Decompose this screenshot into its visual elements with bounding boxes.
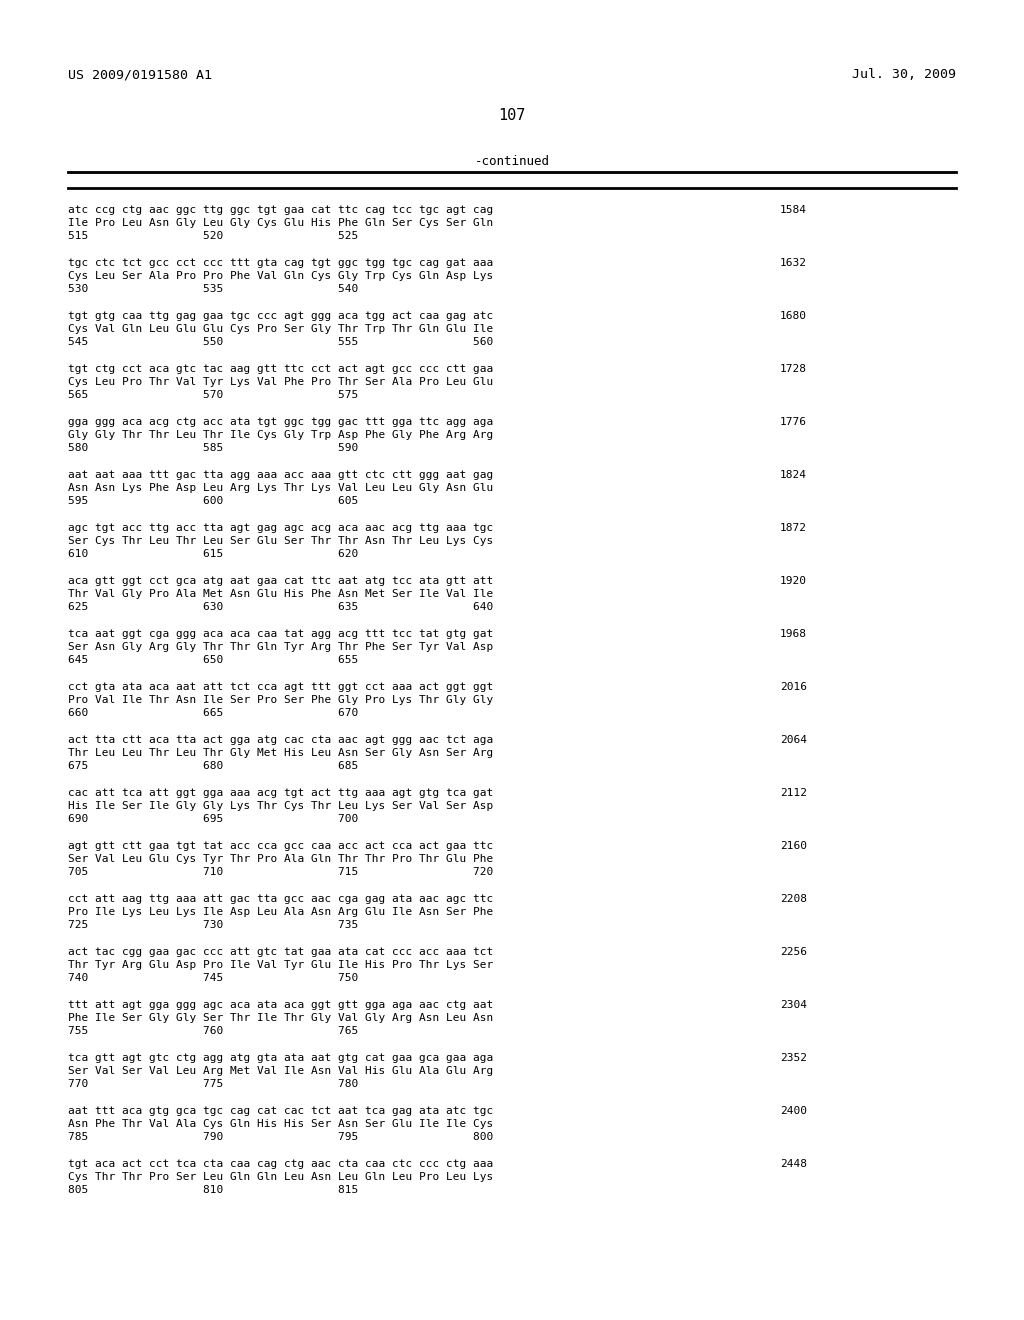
Text: Cys Thr Thr Pro Ser Leu Gln Gln Leu Asn Leu Gln Leu Pro Leu Lys: Cys Thr Thr Pro Ser Leu Gln Gln Leu Asn … — [68, 1172, 494, 1181]
Text: act tac cgg gaa gac ccc att gtc tat gaa ata cat ccc acc aaa tct: act tac cgg gaa gac ccc att gtc tat gaa … — [68, 946, 494, 957]
Text: 740                 745                 750: 740 745 750 — [68, 973, 358, 983]
Text: 545                 550                 555                 560: 545 550 555 560 — [68, 337, 494, 347]
Text: Ser Asn Gly Arg Gly Thr Thr Gln Tyr Arg Thr Phe Ser Tyr Val Asp: Ser Asn Gly Arg Gly Thr Thr Gln Tyr Arg … — [68, 642, 494, 652]
Text: Pro Val Ile Thr Asn Ile Ser Pro Ser Phe Gly Pro Lys Thr Gly Gly: Pro Val Ile Thr Asn Ile Ser Pro Ser Phe … — [68, 696, 494, 705]
Text: 1632: 1632 — [780, 257, 807, 268]
Text: 770                 775                 780: 770 775 780 — [68, 1078, 358, 1089]
Text: aca gtt ggt cct gca atg aat gaa cat ttc aat atg tcc ata gtt att: aca gtt ggt cct gca atg aat gaa cat ttc … — [68, 576, 494, 586]
Text: tca gtt agt gtc ctg agg atg gta ata aat gtg cat gaa gca gaa aga: tca gtt agt gtc ctg agg atg gta ata aat … — [68, 1053, 494, 1063]
Text: 565                 570                 575: 565 570 575 — [68, 389, 358, 400]
Text: agt gtt ctt gaa tgt tat acc cca gcc caa acc act cca act gaa ttc: agt gtt ctt gaa tgt tat acc cca gcc caa … — [68, 841, 494, 851]
Text: 515                 520                 525: 515 520 525 — [68, 231, 358, 242]
Text: 2064: 2064 — [780, 735, 807, 744]
Text: Ser Cys Thr Leu Thr Leu Ser Glu Ser Thr Thr Asn Thr Leu Lys Cys: Ser Cys Thr Leu Thr Leu Ser Glu Ser Thr … — [68, 536, 494, 546]
Text: 530                 535                 540: 530 535 540 — [68, 284, 358, 294]
Text: Cys Leu Ser Ala Pro Pro Phe Val Gln Cys Gly Trp Cys Gln Asp Lys: Cys Leu Ser Ala Pro Pro Phe Val Gln Cys … — [68, 271, 494, 281]
Text: Thr Val Gly Pro Ala Met Asn Glu His Phe Asn Met Ser Ile Val Ile: Thr Val Gly Pro Ala Met Asn Glu His Phe … — [68, 589, 494, 599]
Text: Ile Pro Leu Asn Gly Leu Gly Cys Glu His Phe Gln Ser Cys Ser Gln: Ile Pro Leu Asn Gly Leu Gly Cys Glu His … — [68, 218, 494, 228]
Text: Phe Ile Ser Gly Gly Ser Thr Ile Thr Gly Val Gly Arg Asn Leu Asn: Phe Ile Ser Gly Gly Ser Thr Ile Thr Gly … — [68, 1012, 494, 1023]
Text: 2016: 2016 — [780, 682, 807, 692]
Text: Jul. 30, 2009: Jul. 30, 2009 — [852, 69, 956, 81]
Text: Thr Tyr Arg Glu Asp Pro Ile Val Tyr Glu Ile His Pro Thr Lys Ser: Thr Tyr Arg Glu Asp Pro Ile Val Tyr Glu … — [68, 960, 494, 970]
Text: 2160: 2160 — [780, 841, 807, 851]
Text: aat aat aaa ttt gac tta agg aaa acc aaa gtt ctc ctt ggg aat gag: aat aat aaa ttt gac tta agg aaa acc aaa … — [68, 470, 494, 480]
Text: tgc ctc tct gcc cct ccc ttt gta cag tgt ggc tgg tgc cag gat aaa: tgc ctc tct gcc cct ccc ttt gta cag tgt … — [68, 257, 494, 268]
Text: cct gta ata aca aat att tct cca agt ttt ggt cct aaa act ggt ggt: cct gta ata aca aat att tct cca agt ttt … — [68, 682, 494, 692]
Text: 2256: 2256 — [780, 946, 807, 957]
Text: 2208: 2208 — [780, 894, 807, 904]
Text: 690                 695                 700: 690 695 700 — [68, 814, 358, 824]
Text: ttt att agt gga ggg agc aca ata aca ggt gtt gga aga aac ctg aat: ttt att agt gga ggg agc aca ata aca ggt … — [68, 1001, 494, 1010]
Text: 785                 790                 795                 800: 785 790 795 800 — [68, 1133, 494, 1142]
Text: 2448: 2448 — [780, 1159, 807, 1170]
Text: 675                 680                 685: 675 680 685 — [68, 762, 358, 771]
Text: gga ggg aca acg ctg acc ata tgt ggc tgg gac ttt gga ttc agg aga: gga ggg aca acg ctg acc ata tgt ggc tgg … — [68, 417, 494, 426]
Text: tca aat ggt cga ggg aca aca caa tat agg acg ttt tcc tat gtg gat: tca aat ggt cga ggg aca aca caa tat agg … — [68, 630, 494, 639]
Text: cct att aag ttg aaa att gac tta gcc aac cga gag ata aac agc ttc: cct att aag ttg aaa att gac tta gcc aac … — [68, 894, 494, 904]
Text: 645                 650                 655: 645 650 655 — [68, 655, 358, 665]
Text: tgt gtg caa ttg gag gaa tgc ccc agt ggg aca tgg act caa gag atc: tgt gtg caa ttg gag gaa tgc ccc agt ggg … — [68, 312, 494, 321]
Text: 2400: 2400 — [780, 1106, 807, 1115]
Text: 625                 630                 635                 640: 625 630 635 640 — [68, 602, 494, 612]
Text: Asn Asn Lys Phe Asp Leu Arg Lys Thr Lys Val Leu Leu Gly Asn Glu: Asn Asn Lys Phe Asp Leu Arg Lys Thr Lys … — [68, 483, 494, 492]
Text: 1680: 1680 — [780, 312, 807, 321]
Text: His Ile Ser Ile Gly Gly Lys Thr Cys Thr Leu Lys Ser Val Ser Asp: His Ile Ser Ile Gly Gly Lys Thr Cys Thr … — [68, 801, 494, 810]
Text: 660                 665                 670: 660 665 670 — [68, 708, 358, 718]
Text: 610                 615                 620: 610 615 620 — [68, 549, 358, 558]
Text: Ser Val Leu Glu Cys Tyr Thr Pro Ala Gln Thr Thr Pro Thr Glu Phe: Ser Val Leu Glu Cys Tyr Thr Pro Ala Gln … — [68, 854, 494, 865]
Text: 1728: 1728 — [780, 364, 807, 374]
Text: agc tgt acc ttg acc tta agt gag agc acg aca aac acg ttg aaa tgc: agc tgt acc ttg acc tta agt gag agc acg … — [68, 523, 494, 533]
Text: Cys Leu Pro Thr Val Tyr Lys Val Phe Pro Thr Ser Ala Pro Leu Glu: Cys Leu Pro Thr Val Tyr Lys Val Phe Pro … — [68, 378, 494, 387]
Text: 2352: 2352 — [780, 1053, 807, 1063]
Text: atc ccg ctg aac ggc ttg ggc tgt gaa cat ttc cag tcc tgc agt cag: atc ccg ctg aac ggc ttg ggc tgt gaa cat … — [68, 205, 494, 215]
Text: 107: 107 — [499, 108, 525, 123]
Text: 2112: 2112 — [780, 788, 807, 799]
Text: Cys Val Gln Leu Glu Glu Cys Pro Ser Gly Thr Trp Thr Gln Glu Ile: Cys Val Gln Leu Glu Glu Cys Pro Ser Gly … — [68, 323, 494, 334]
Text: tgt aca act cct tca cta caa cag ctg aac cta caa ctc ccc ctg aaa: tgt aca act cct tca cta caa cag ctg aac … — [68, 1159, 494, 1170]
Text: Ser Val Ser Val Leu Arg Met Val Ile Asn Val His Glu Ala Glu Arg: Ser Val Ser Val Leu Arg Met Val Ile Asn … — [68, 1067, 494, 1076]
Text: act tta ctt aca tta act gga atg cac cta aac agt ggg aac tct aga: act tta ctt aca tta act gga atg cac cta … — [68, 735, 494, 744]
Text: US 2009/0191580 A1: US 2009/0191580 A1 — [68, 69, 212, 81]
Text: 1584: 1584 — [780, 205, 807, 215]
Text: 595                 600                 605: 595 600 605 — [68, 496, 358, 506]
Text: Gly Gly Thr Thr Leu Thr Ile Cys Gly Trp Asp Phe Gly Phe Arg Arg: Gly Gly Thr Thr Leu Thr Ile Cys Gly Trp … — [68, 430, 494, 440]
Text: 725                 730                 735: 725 730 735 — [68, 920, 358, 931]
Text: 1872: 1872 — [780, 523, 807, 533]
Text: tgt ctg cct aca gtc tac aag gtt ttc cct act agt gcc ccc ctt gaa: tgt ctg cct aca gtc tac aag gtt ttc cct … — [68, 364, 494, 374]
Text: 1824: 1824 — [780, 470, 807, 480]
Text: 705                 710                 715                 720: 705 710 715 720 — [68, 867, 494, 876]
Text: 580                 585                 590: 580 585 590 — [68, 444, 358, 453]
Text: Asn Phe Thr Val Ala Cys Gln His His Ser Asn Ser Glu Ile Ile Cys: Asn Phe Thr Val Ala Cys Gln His His Ser … — [68, 1119, 494, 1129]
Text: 1776: 1776 — [780, 417, 807, 426]
Text: 2304: 2304 — [780, 1001, 807, 1010]
Text: cac att tca att ggt gga aaa acg tgt act ttg aaa agt gtg tca gat: cac att tca att ggt gga aaa acg tgt act … — [68, 788, 494, 799]
Text: 805                 810                 815: 805 810 815 — [68, 1185, 358, 1195]
Text: 755                 760                 765: 755 760 765 — [68, 1026, 358, 1036]
Text: 1920: 1920 — [780, 576, 807, 586]
Text: aat ttt aca gtg gca tgc cag cat cac tct aat tca gag ata atc tgc: aat ttt aca gtg gca tgc cag cat cac tct … — [68, 1106, 494, 1115]
Text: 1968: 1968 — [780, 630, 807, 639]
Text: Pro Ile Lys Leu Lys Ile Asp Leu Ala Asn Arg Glu Ile Asn Ser Phe: Pro Ile Lys Leu Lys Ile Asp Leu Ala Asn … — [68, 907, 494, 917]
Text: Thr Leu Leu Thr Leu Thr Gly Met His Leu Asn Ser Gly Asn Ser Arg: Thr Leu Leu Thr Leu Thr Gly Met His Leu … — [68, 748, 494, 758]
Text: -continued: -continued — [474, 154, 550, 168]
